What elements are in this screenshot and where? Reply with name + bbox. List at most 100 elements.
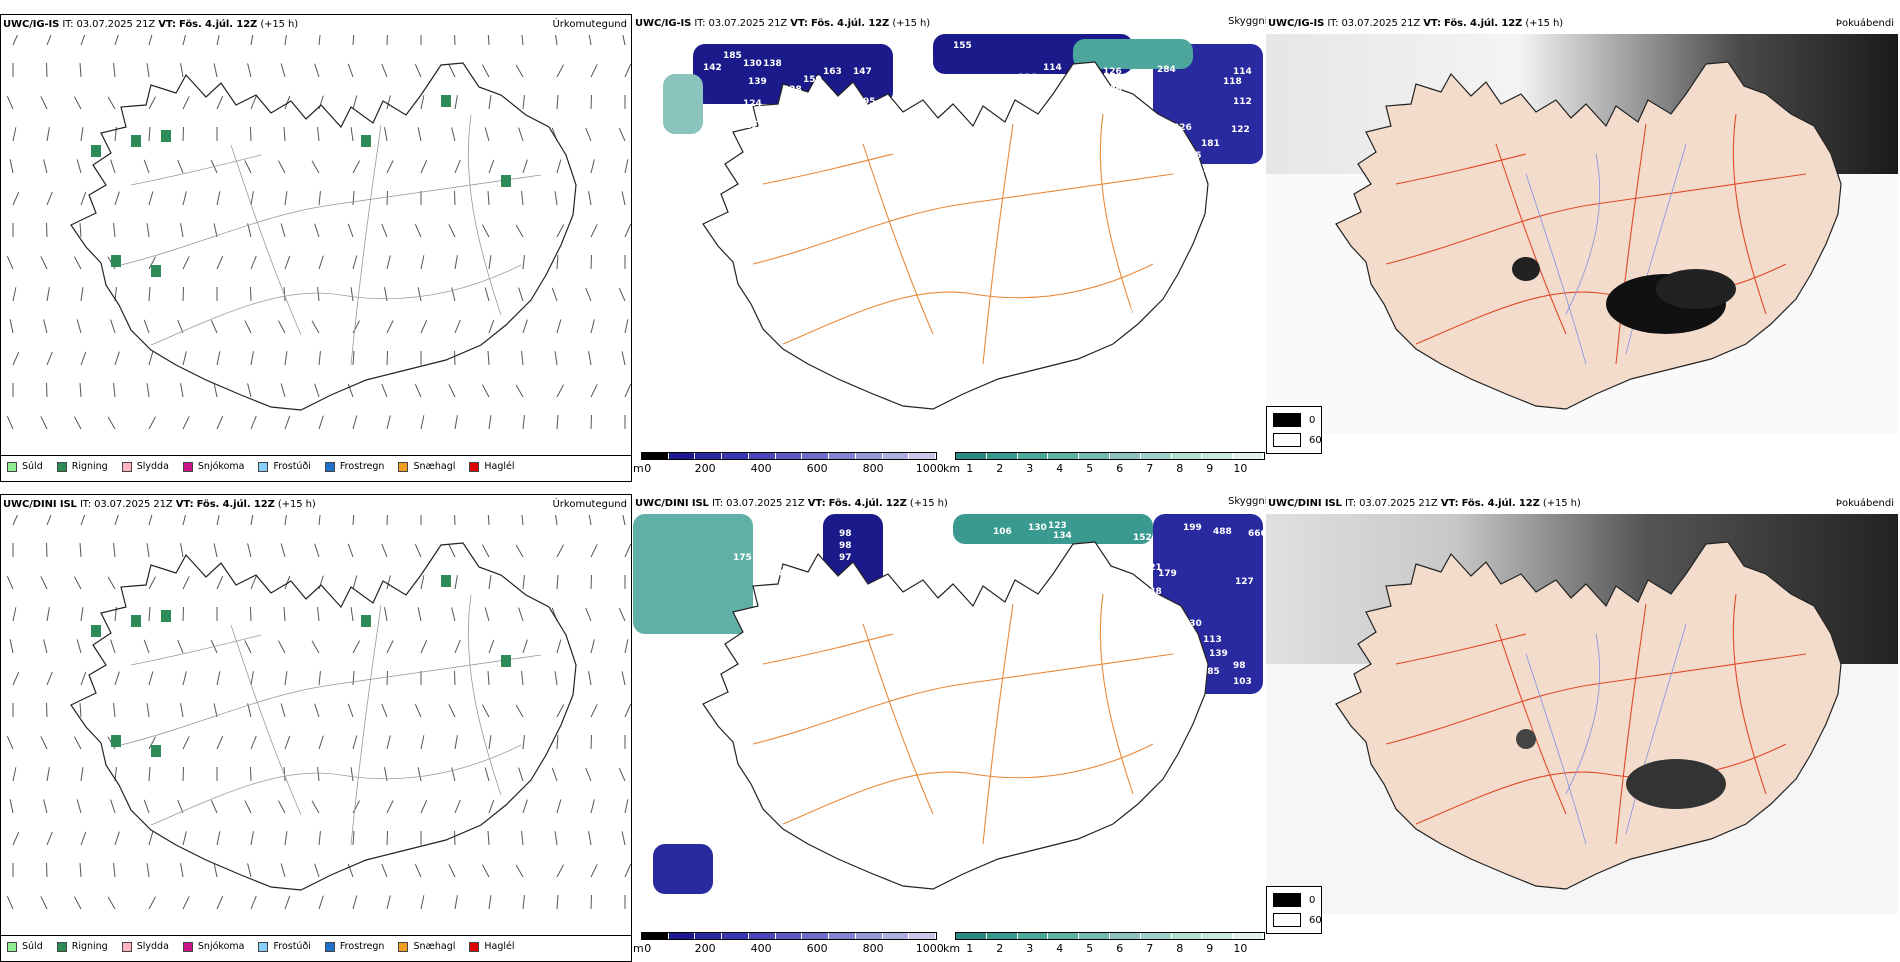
wind-barb — [13, 672, 19, 685]
cloudbase-swatch — [695, 453, 722, 459]
legend-item: Haglél — [469, 941, 514, 952]
legend-swatch — [183, 942, 193, 952]
cloudbase-value: 95 — [1203, 165, 1216, 175]
wind-barb — [418, 127, 421, 141]
wind-barb — [13, 127, 16, 141]
wind-barb — [285, 736, 290, 749]
wind-barb — [387, 800, 393, 813]
wind-barb — [488, 515, 489, 525]
wind-barb — [523, 800, 527, 813]
fog-panel-bottom: UWC/DINI ISL IT: 03.07.2025 21Z VT: Fös.… — [1266, 494, 1898, 962]
wind-barb — [589, 831, 591, 845]
wind-barb — [217, 416, 223, 429]
wind-barb — [81, 192, 86, 205]
wind-barb — [13, 287, 16, 301]
wind-barb — [625, 64, 631, 77]
wind-barb — [557, 800, 561, 813]
wind-barb — [41, 96, 47, 109]
wind-barb — [44, 159, 47, 173]
wind-barb — [149, 577, 156, 589]
wind-barb — [47, 672, 52, 685]
wind-barb — [519, 128, 523, 141]
wind-barb — [149, 417, 156, 429]
rain-cell — [151, 265, 161, 277]
wind-barb — [248, 383, 251, 397]
wind-barb — [489, 800, 494, 813]
cloudbase-value: 138 — [793, 99, 812, 109]
precip-map — [1, 515, 632, 915]
wind-barb — [591, 704, 597, 717]
wind-barb — [251, 671, 253, 685]
cloudbase-value: 208 — [1016, 303, 1035, 313]
wind-barb — [74, 737, 81, 749]
wind-barb — [77, 320, 81, 333]
cloudbase-value: 123 — [1048, 521, 1067, 531]
wind-barb — [217, 896, 223, 909]
vis-swatch — [1079, 453, 1110, 459]
wind-barb — [149, 287, 150, 301]
wind-barb — [319, 671, 320, 685]
wind-barb — [589, 671, 591, 685]
cloudbase-swatch — [776, 933, 803, 939]
wind-barb — [591, 799, 594, 813]
wind-barb — [178, 640, 183, 653]
wind-barb — [214, 63, 217, 77]
wind-barb — [217, 736, 223, 749]
wind-barb — [149, 127, 150, 141]
wind-barb — [482, 545, 489, 557]
wind-barb — [81, 127, 83, 141]
vis-tick: 8 — [1176, 462, 1183, 475]
wind-barb — [147, 863, 149, 877]
wind-barb — [353, 576, 357, 589]
wind-barb — [348, 544, 353, 557]
vis-swatch — [1110, 453, 1141, 459]
wind-barb — [591, 159, 594, 173]
cloudbase-tick: 400 — [751, 942, 772, 955]
wind-barb — [251, 831, 253, 845]
wind-barb — [7, 256, 13, 269]
cloudbase-swatch — [749, 453, 776, 459]
wind-barb — [619, 768, 625, 781]
wind-barb — [81, 607, 83, 621]
wind-barb — [387, 735, 390, 749]
cloudbase-tick: 600 — [807, 462, 828, 475]
wind-barb — [44, 799, 47, 813]
wind-barb — [421, 800, 427, 813]
wind-barb — [353, 801, 360, 813]
wind-barb — [211, 800, 217, 813]
cloudbase-value: 118 — [1223, 77, 1242, 87]
wind-barb — [557, 735, 558, 749]
wind-barb — [181, 223, 183, 237]
wind-barb — [485, 128, 489, 141]
vis-swatch — [1233, 933, 1264, 939]
wind-barb — [387, 320, 393, 333]
wind-barb — [13, 352, 19, 365]
wind-barb — [80, 863, 81, 877]
wind-barb — [557, 225, 564, 237]
cloudbase-swatch — [856, 933, 883, 939]
wind-barb — [421, 415, 424, 429]
wind-barb — [251, 515, 253, 525]
wind-barb — [114, 863, 115, 877]
cloudbase-value: 184 — [773, 569, 792, 579]
vis-swatch — [987, 453, 1018, 459]
wind-barb — [251, 896, 256, 909]
cloudbase-value: 53 — [1123, 307, 1136, 317]
wind-barb — [7, 736, 13, 749]
cloudbase-value: 175 — [1035, 311, 1054, 321]
cloudbase-value: 98 — [839, 529, 852, 539]
cloudbase-value: 116 — [1018, 73, 1037, 83]
cloudbase-value: 148 — [1143, 587, 1162, 597]
road-line — [231, 145, 301, 335]
vis-tick: 5 — [1086, 942, 1093, 955]
wind-barb — [44, 319, 47, 333]
wind-barb — [557, 95, 558, 109]
wind-barb — [41, 576, 47, 589]
wind-barb — [115, 832, 119, 845]
cloudbase-value: 130 — [743, 59, 762, 69]
wind-barb — [312, 641, 319, 653]
wind-barb — [278, 801, 285, 813]
wind-barb — [557, 255, 558, 269]
wind-barb — [522, 35, 523, 45]
wind-barb — [147, 543, 149, 557]
